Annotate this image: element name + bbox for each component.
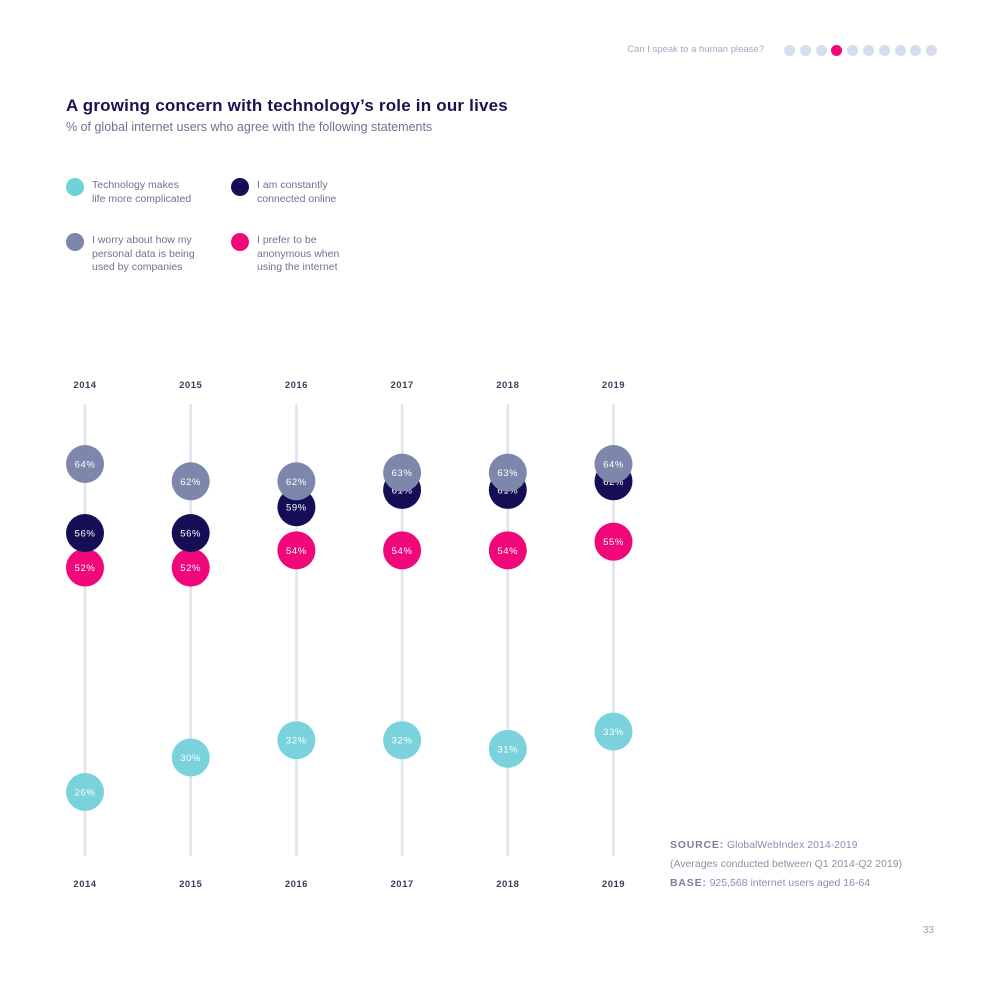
data-point: [66, 548, 104, 587]
progress-dot: [799, 45, 811, 56]
legend-label-anonymous: I prefer to be anonymous when using the …: [257, 234, 340, 273]
progress-dot: [831, 45, 843, 56]
legend-swatch-anonymous: [231, 233, 249, 251]
data-point: [488, 729, 527, 768]
progress-dot: [863, 45, 874, 56]
progress-dot: [910, 45, 922, 56]
data-point: [277, 462, 316, 501]
data-label: 30%: [180, 753, 201, 764]
section-header: Can I speak to a human please?: [627, 44, 764, 55]
source-text: GlobalWebIndex 2014-2019: [726, 839, 858, 851]
data-label: 55%: [603, 537, 624, 548]
legend-swatch-complicated: [66, 178, 84, 196]
progress-dot: [878, 45, 890, 56]
legend-label-connected: I am constantly connected online: [257, 179, 337, 205]
chart-subtitle: % of global internet users who agree wit…: [66, 120, 433, 134]
progress-dot: [784, 45, 795, 56]
data-point: [171, 548, 210, 587]
data-point: [383, 531, 422, 570]
data-label: 32%: [286, 736, 307, 747]
legend-item-complicated: Technology makes life more complicated: [66, 178, 222, 206]
chart-title: A growing concern with technology’s role…: [66, 96, 508, 115]
x-tick-label-bottom: 2015: [179, 879, 202, 890]
progress-dot: [894, 45, 906, 56]
progress-dot: [847, 45, 859, 56]
data-point: [594, 712, 633, 751]
data-label: 33%: [603, 727, 624, 738]
data-label: 56%: [180, 529, 201, 540]
data-label: 31%: [497, 744, 518, 755]
source-line: SOURCE: GlobalWebIndex 2014-2019: [670, 839, 858, 851]
data-point: [594, 522, 633, 561]
x-tick-label-top: 2016: [285, 380, 308, 391]
x-tick-label-bottom: 2014: [73, 879, 96, 890]
legend-item-anonymous: I prefer to be anonymous when using the …: [231, 233, 387, 275]
page-number: 33: [922, 925, 934, 936]
source-label: SOURCE:: [670, 839, 725, 851]
data-point: [171, 738, 210, 777]
data-label: 64%: [75, 460, 96, 471]
data-label: 32%: [392, 736, 413, 747]
base-text: 925,568 internet users aged 16-64: [709, 877, 871, 889]
legend-swatch-connected: [231, 178, 249, 196]
data-point: [383, 453, 422, 492]
data-label: 63%: [497, 468, 518, 479]
x-tick-label-top: 2018: [496, 380, 519, 391]
data-point: [171, 462, 210, 501]
x-tick-label-bottom: 2019: [602, 879, 625, 890]
data-label: 54%: [286, 546, 307, 557]
data-label: 54%: [497, 546, 518, 557]
x-tick-label-bottom: 2018: [496, 879, 519, 890]
data-label: 26%: [75, 788, 96, 799]
data-label: 62%: [286, 477, 307, 488]
x-tick-label-top: 2015: [179, 380, 202, 391]
x-tick-label-top: 2014: [73, 380, 96, 391]
data-point: [488, 531, 527, 570]
source-note: (Averages conducted between Q1 2014-Q2 2…: [670, 858, 903, 870]
legend-swatch-personal-data: [66, 233, 84, 251]
legend-label-complicated: Technology makes life more complicated: [92, 179, 192, 205]
legend-item-connected: I am constantly connected online: [231, 178, 387, 206]
x-tick-label-bottom: 2016: [285, 879, 308, 890]
legend-item-personal-data: I worry about how my personal data is be…: [66, 233, 222, 275]
data-label: 63%: [392, 468, 413, 479]
x-tick-label-bottom: 2017: [391, 879, 414, 890]
data-label: 54%: [392, 546, 413, 557]
data-point: [66, 773, 104, 811]
data-label: 56%: [75, 529, 96, 540]
base-label: BASE:: [670, 877, 707, 889]
data-point: [277, 721, 316, 760]
data-label: 64%: [603, 460, 624, 471]
data-label: 62%: [180, 477, 201, 488]
progress-dot: [926, 45, 938, 56]
data-point: [171, 514, 210, 553]
data-point: [277, 531, 316, 570]
data-label: 52%: [75, 563, 96, 574]
data-point: [383, 721, 422, 760]
x-tick-label-top: 2017: [391, 380, 414, 391]
legend-label-personal-data: I worry about how my personal data is be…: [92, 234, 195, 273]
progress-dot: [815, 45, 827, 56]
data-point: [66, 445, 104, 483]
data-label: 59%: [286, 503, 307, 514]
data-point: [66, 514, 104, 553]
data-point: [594, 445, 633, 483]
x-tick-label-top: 2019: [602, 380, 625, 391]
data-point: [488, 453, 527, 492]
data-label: 52%: [180, 563, 201, 574]
base-line: BASE: 925,568 internet users aged 16-64: [670, 877, 870, 889]
